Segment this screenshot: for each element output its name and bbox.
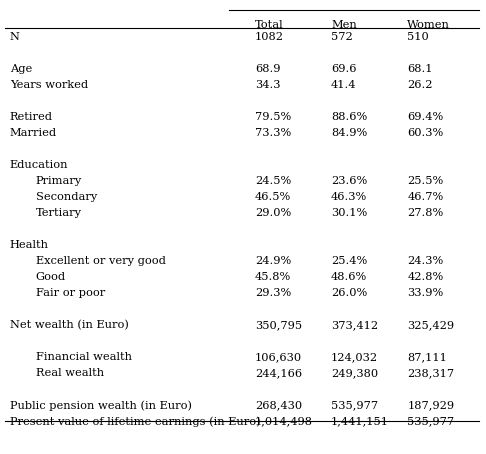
Text: 187,929: 187,929 <box>407 400 454 410</box>
Text: 68.1: 68.1 <box>407 64 433 74</box>
Text: Retired: Retired <box>10 112 52 122</box>
Text: 46.7%: 46.7% <box>407 192 444 202</box>
Text: Net wealth (in Euro): Net wealth (in Euro) <box>10 320 128 331</box>
Text: 24.5%: 24.5% <box>255 176 291 186</box>
Text: Years worked: Years worked <box>10 80 88 90</box>
Text: 268,430: 268,430 <box>255 400 302 410</box>
Text: 510: 510 <box>407 32 429 42</box>
Text: Good: Good <box>36 272 66 282</box>
Text: 69.6: 69.6 <box>331 64 357 74</box>
Text: 535,977: 535,977 <box>331 400 378 410</box>
Text: 350,795: 350,795 <box>255 320 302 330</box>
Text: 373,412: 373,412 <box>331 320 378 330</box>
Text: Financial wealth: Financial wealth <box>36 352 132 362</box>
Text: Present value of lifetime earnings (in Euro): Present value of lifetime earnings (in E… <box>10 416 260 427</box>
Text: 24.9%: 24.9% <box>255 256 291 266</box>
Text: 88.6%: 88.6% <box>331 112 367 122</box>
Text: 1082: 1082 <box>255 32 284 42</box>
Text: Real wealth: Real wealth <box>36 368 104 378</box>
Text: 68.9: 68.9 <box>255 64 280 74</box>
Text: N: N <box>10 32 19 42</box>
Text: 42.8%: 42.8% <box>407 272 444 282</box>
Text: 41.4: 41.4 <box>331 80 357 90</box>
Text: Primary: Primary <box>36 176 82 186</box>
Text: 48.6%: 48.6% <box>331 272 367 282</box>
Text: Secondary: Secondary <box>36 192 97 202</box>
Text: Married: Married <box>10 128 57 138</box>
Text: 26.2: 26.2 <box>407 80 433 90</box>
Text: 244,166: 244,166 <box>255 368 302 378</box>
Text: 33.9%: 33.9% <box>407 288 444 298</box>
Text: Age: Age <box>10 64 32 74</box>
Text: 30.1%: 30.1% <box>331 208 367 218</box>
Text: 29.3%: 29.3% <box>255 288 291 298</box>
Text: 34.3: 34.3 <box>255 80 280 90</box>
Text: 1,441,151: 1,441,151 <box>331 416 389 426</box>
Text: 1,014,498: 1,014,498 <box>255 416 313 426</box>
Text: 60.3%: 60.3% <box>407 128 444 138</box>
Text: 25.5%: 25.5% <box>407 176 444 186</box>
Text: 84.9%: 84.9% <box>331 128 367 138</box>
Text: 325,429: 325,429 <box>407 320 454 330</box>
Text: 46.5%: 46.5% <box>255 192 291 202</box>
Text: Health: Health <box>10 240 49 250</box>
Text: 23.6%: 23.6% <box>331 176 367 186</box>
Text: 46.3%: 46.3% <box>331 192 367 202</box>
Text: 106,630: 106,630 <box>255 352 302 362</box>
Text: 87,111: 87,111 <box>407 352 447 362</box>
Text: 69.4%: 69.4% <box>407 112 444 122</box>
Text: Education: Education <box>10 160 68 170</box>
Text: 73.3%: 73.3% <box>255 128 291 138</box>
Text: 25.4%: 25.4% <box>331 256 367 266</box>
Text: 26.0%: 26.0% <box>331 288 367 298</box>
Text: 29.0%: 29.0% <box>255 208 291 218</box>
Text: Men: Men <box>331 20 357 30</box>
Text: 45.8%: 45.8% <box>255 272 291 282</box>
Text: 249,380: 249,380 <box>331 368 378 378</box>
Text: Fair or poor: Fair or poor <box>36 288 105 298</box>
Text: Total: Total <box>255 20 283 30</box>
Text: Excellent or very good: Excellent or very good <box>36 256 166 266</box>
Text: 24.3%: 24.3% <box>407 256 444 266</box>
Text: Women: Women <box>407 20 450 30</box>
Text: 572: 572 <box>331 32 353 42</box>
Text: Public pension wealth (in Euro): Public pension wealth (in Euro) <box>10 400 191 410</box>
Text: 535,977: 535,977 <box>407 416 454 426</box>
Text: 27.8%: 27.8% <box>407 208 444 218</box>
Text: Tertiary: Tertiary <box>36 208 82 218</box>
Text: 124,032: 124,032 <box>331 352 378 362</box>
Text: 238,317: 238,317 <box>407 368 454 378</box>
Text: 79.5%: 79.5% <box>255 112 291 122</box>
